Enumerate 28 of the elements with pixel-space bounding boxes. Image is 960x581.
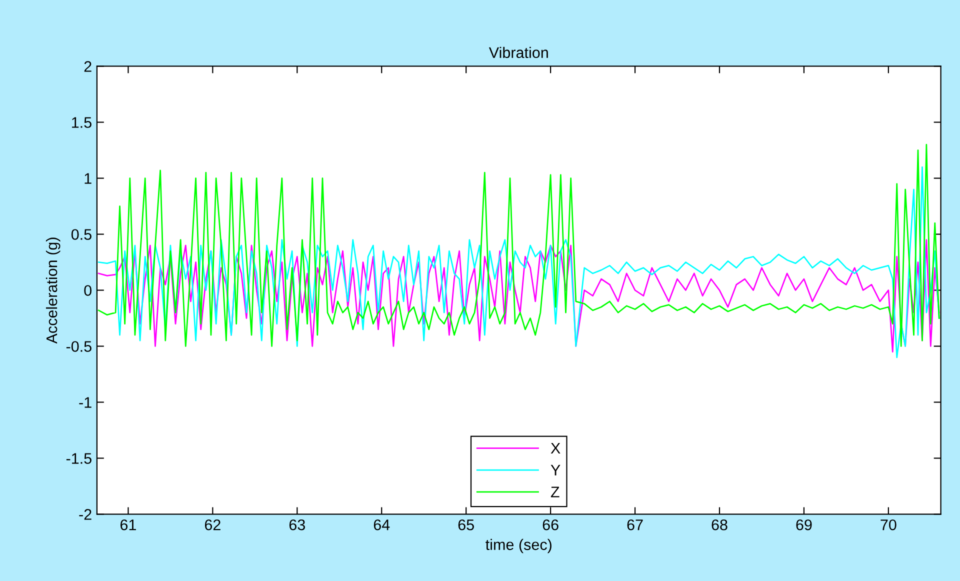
x-tick-label: 67 (627, 519, 643, 530)
y-tick-label: 0 (84, 285, 92, 296)
x-tick-label: 62 (204, 519, 220, 530)
y-tick-label: 1 (84, 173, 92, 184)
y-tick-label: -1 (79, 397, 92, 408)
legend-label: Y (550, 464, 560, 476)
chart-title: Vibration (488, 46, 548, 58)
y-tick-label: -2 (79, 509, 92, 520)
x-tick-label: 64 (374, 519, 390, 530)
y-tick-label: 2 (84, 61, 92, 72)
legend-label: Z (550, 486, 560, 498)
x-tick-label: 63 (289, 519, 305, 530)
y-axis-title: Acceleration (g) (46, 238, 60, 344)
y-tick-label: 1.5 (72, 117, 92, 128)
x-tick-label: 69 (796, 519, 812, 530)
x-axis-title: time (sec) (486, 538, 552, 554)
x-tick-label: 65 (458, 519, 474, 530)
y-tick-label: -0.5 (66, 341, 92, 352)
y-tick-label: 0.5 (71, 229, 92, 240)
legend-label: X (550, 442, 560, 454)
y-tick-label: -1.5 (66, 453, 92, 464)
line-series (98, 239, 940, 352)
x-tick-label: 68 (712, 519, 728, 530)
x-tick-label: 61 (120, 519, 136, 530)
x-tick-label: 66 (542, 519, 558, 530)
x-tick-label: 70 (880, 519, 896, 530)
line-series (98, 144, 940, 347)
line-series (98, 166, 940, 358)
